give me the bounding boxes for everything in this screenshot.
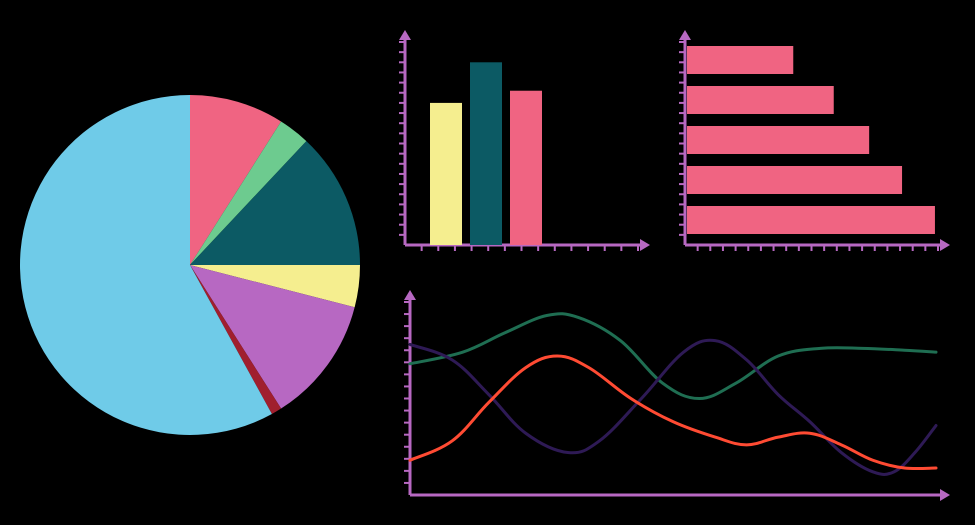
bar (687, 46, 793, 74)
bar (687, 86, 834, 114)
horizontal-bar-chart (670, 30, 950, 260)
line-series (410, 314, 936, 399)
vertical-bar-chart (390, 30, 650, 260)
bar (470, 62, 502, 245)
bar (510, 91, 542, 245)
bar (687, 126, 869, 154)
bar (687, 166, 902, 194)
bar (687, 206, 935, 234)
line-series (410, 356, 936, 469)
bar (430, 103, 462, 245)
line-chart (395, 290, 950, 510)
